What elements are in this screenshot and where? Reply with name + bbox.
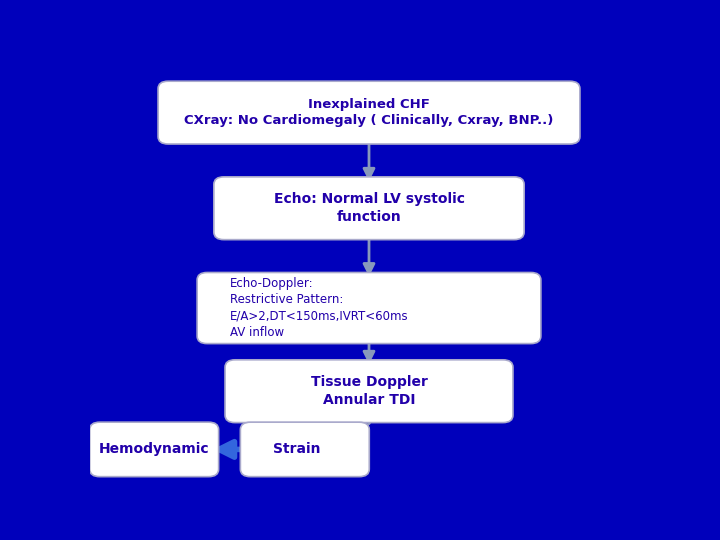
Text: Hemodynamic: Hemodynamic bbox=[99, 442, 210, 456]
FancyBboxPatch shape bbox=[90, 422, 219, 477]
FancyBboxPatch shape bbox=[214, 177, 524, 240]
FancyBboxPatch shape bbox=[197, 273, 541, 343]
Text: Strain: Strain bbox=[273, 442, 320, 456]
FancyBboxPatch shape bbox=[240, 422, 369, 477]
Text: Echo: Normal LV systolic
function: Echo: Normal LV systolic function bbox=[274, 192, 464, 224]
FancyBboxPatch shape bbox=[225, 360, 513, 423]
Text: Inexplained CHF
CXray: No Cardiomegaly ( Clinically, Cxray, BNP..): Inexplained CHF CXray: No Cardiomegaly (… bbox=[184, 98, 554, 127]
Text: Tissue Doppler
Annular TDI: Tissue Doppler Annular TDI bbox=[310, 375, 428, 407]
Text: Echo-Doppler:
Restrictive Pattern:
E/A>2,DT<150ms,IVRT<60ms
AV inflow: Echo-Doppler: Restrictive Pattern: E/A>2… bbox=[230, 277, 408, 339]
FancyBboxPatch shape bbox=[158, 81, 580, 144]
